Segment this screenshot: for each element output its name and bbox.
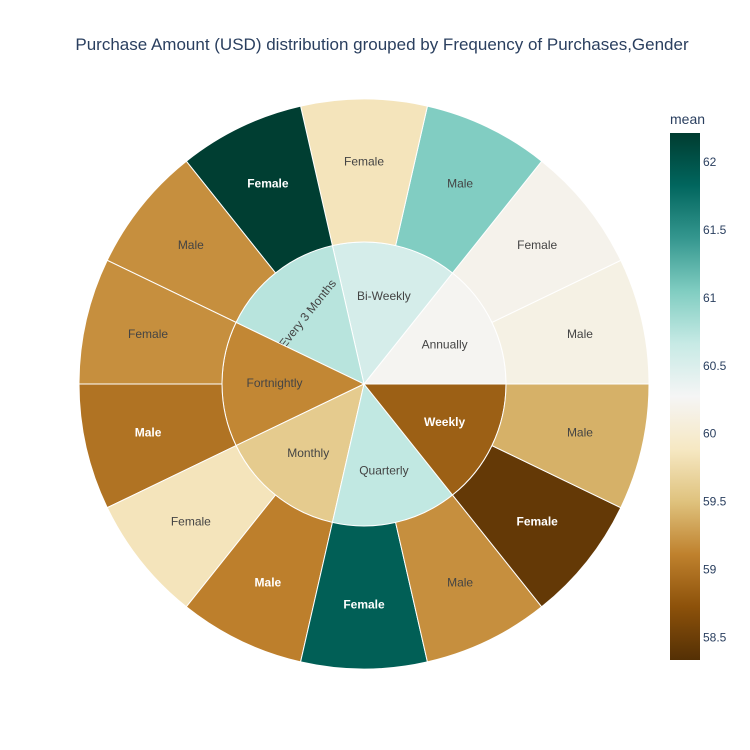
sector-label-quarterly-male: Male	[447, 576, 473, 590]
sector-label-every-3-months-male: Male	[178, 238, 204, 252]
chart-title: Purchase Amount (USD) distribution group…	[75, 35, 689, 54]
sector-label-weekly-female: Female	[516, 514, 558, 528]
sector-label-monthly: Monthly	[287, 446, 329, 460]
sector-label-bi-weekly-female: Female	[344, 155, 384, 169]
colorbar-tick: 62	[703, 155, 717, 169]
colorbar-tick: 60	[703, 427, 717, 441]
sector-label-bi-weekly: Bi-Weekly	[357, 289, 411, 303]
sector-label-fortnightly: Fortnightly	[247, 376, 303, 390]
sector-label-bi-weekly-male: Male	[447, 177, 473, 191]
sector-label-fortnightly-male: Male	[135, 425, 162, 439]
sector-label-monthly-female: Female	[171, 514, 211, 528]
sector-label-weekly-male: Male	[567, 425, 593, 439]
sector-label-annually: Annually	[422, 337, 468, 351]
sunburst-rings: AnnuallyMaleFemaleBi-WeeklyMaleFemaleEve…	[78, 98, 650, 670]
sector-label-fortnightly-female: Female	[128, 327, 168, 341]
colorbar-tick: 61	[703, 291, 717, 305]
colorbar-tick: 61.5	[703, 223, 727, 237]
colorbar-gradient	[670, 133, 700, 660]
colorbar-tick: 58.5	[703, 630, 727, 644]
sector-label-quarterly-female: Female	[343, 598, 385, 612]
colorbar-title: mean	[670, 111, 705, 127]
sector-weekly-male	[491, 383, 650, 509]
colorbar-tick: 60.5	[703, 359, 727, 373]
sector-label-quarterly: Quarterly	[359, 463, 408, 477]
sector-label-every-3-months-female: Female	[247, 177, 289, 191]
sector-label-annually-male: Male	[567, 327, 593, 341]
sector-label-weekly: Weekly	[424, 415, 465, 429]
colorbar: mean 58.5 59 59.5 60 60.5 61 61.5 62	[670, 111, 727, 660]
sector-label-monthly-male: Male	[255, 576, 282, 590]
sector-label-annually-female: Female	[517, 238, 557, 252]
colorbar-tick: 59	[703, 563, 717, 577]
colorbar-tick: 59.5	[703, 495, 727, 509]
